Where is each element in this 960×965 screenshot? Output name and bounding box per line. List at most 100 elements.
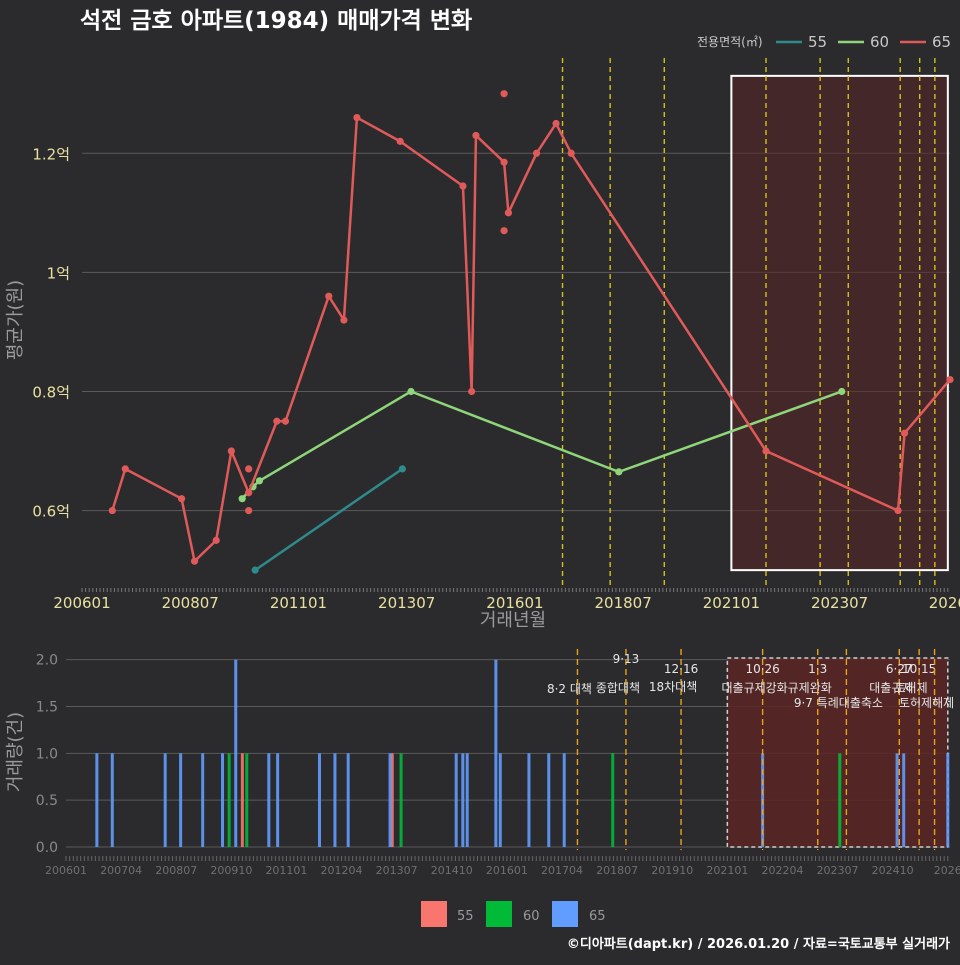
x-tick-label: 200807 (162, 594, 219, 612)
x-tick-label: 202307 (817, 864, 859, 877)
data-point-65 (227, 447, 235, 455)
y-tick-label: 1억 (47, 264, 70, 282)
x-tick-label: 201601 (486, 594, 543, 612)
data-point-65 (396, 137, 404, 145)
bar-65 (494, 659, 498, 847)
bar-65 (527, 753, 531, 847)
bar-55 (240, 753, 244, 847)
x-tick-label: 201807 (596, 864, 638, 877)
x-tick-label: 201807 (595, 594, 652, 612)
bottom-legend-label-60: 60 (523, 909, 540, 924)
x-tick-label: 2026 (929, 594, 960, 612)
bar-65 (221, 753, 225, 847)
x-tick-label: 200601 (45, 864, 87, 877)
x-tick-label: 2026 (934, 864, 960, 877)
series-line-55 (254, 467, 404, 572)
bar-65 (547, 753, 551, 847)
y-tick-label: 0.6억 (32, 503, 70, 521)
y-tick-label: 0.5 (36, 793, 58, 809)
data-point-65 (325, 292, 333, 300)
bar-65 (110, 753, 114, 847)
policy-date: 6·27 (886, 662, 913, 676)
data-point-65 (340, 316, 348, 324)
bar-65 (465, 753, 469, 847)
y-tick-label: 0.0 (36, 840, 58, 856)
policy-label: 종합대책 (596, 680, 640, 695)
legend-label-55: 55 (808, 33, 827, 51)
x-tick-label: 200910 (210, 864, 252, 877)
bar-65 (388, 753, 392, 847)
policy-label: 토허제해제 (899, 696, 954, 710)
bottom-legend-swatch-60 (486, 901, 512, 927)
data-point-65 (190, 557, 199, 565)
data-point-65 (894, 506, 902, 515)
bar-65 (318, 753, 322, 847)
bar-65 (179, 753, 183, 847)
highlight-box (730, 74, 949, 572)
data-point-65 (567, 149, 575, 157)
policy-date: 10·15 (902, 662, 936, 676)
x-tick-label: 201204 (321, 864, 363, 877)
data-point-65 (245, 465, 253, 473)
policy-date: 1·3 (808, 662, 827, 676)
policy-date: 12·16 (664, 662, 698, 676)
policy-label: 대출규제강화 (721, 681, 787, 695)
policy-date: 9·13 (613, 652, 640, 666)
volume-bar-chart: 0.0 0.5 1.0 1.5 2.0 8·2 대책 9·13 종합대책 12·16 18차대책 1… (36, 649, 960, 877)
top-x-axis-title: 거래년월 (480, 610, 546, 631)
data-point-65 (500, 90, 508, 98)
data-point-65 (946, 375, 954, 384)
bar-65 (346, 753, 350, 847)
bottom-legend: 55 60 65 (421, 901, 606, 927)
legend-label-60: 60 (870, 33, 889, 51)
data-point-60 (615, 468, 623, 476)
footer-credit: ©디아파트(dapt.kr) / 2026.01.20 / 자료=국토교통부 실… (567, 936, 950, 952)
data-point-65 (468, 387, 476, 396)
data-point-55 (398, 465, 406, 473)
data-point-65 (532, 149, 541, 157)
data-point-65 (121, 465, 129, 473)
data-point-65 (353, 113, 361, 122)
policy-label: 8·2 대책 (547, 681, 592, 696)
data-point-60 (407, 387, 415, 396)
bottom-y-axis-title: 거래량(건) (5, 712, 26, 792)
x-tick-label: 200601 (53, 594, 110, 612)
bar-65 (201, 753, 205, 847)
data-point-60 (838, 387, 846, 396)
bottom-legend-swatch-65 (552, 901, 578, 927)
x-tick-label: 202101 (703, 594, 760, 612)
bar-65 (267, 753, 271, 847)
x-tick-label: 201601 (486, 864, 528, 877)
policy-label: 대출규제 (869, 681, 913, 695)
bar-65 (163, 753, 167, 847)
bar-60 (227, 753, 231, 847)
bar-60 (611, 753, 615, 847)
data-point-65 (212, 536, 220, 544)
x-tick-label: 201410 (431, 864, 473, 877)
data-point-65 (281, 417, 290, 425)
data-point-55 (251, 566, 259, 574)
x-tick-label: 201307 (378, 594, 435, 612)
x-tick-label: 202307 (811, 594, 868, 612)
x-tick-label: 201910 (651, 864, 693, 877)
data-point-65 (552, 119, 560, 128)
y-tick-label: 1.0 (36, 746, 58, 762)
top-y-axis-title: 평균가(원) (5, 280, 26, 360)
data-point-65 (472, 131, 480, 140)
data-point-65 (245, 489, 253, 497)
data-point-65 (245, 506, 253, 515)
y-tick-label: 0.8억 (32, 383, 70, 401)
bar-65 (333, 753, 337, 847)
price-line-chart: 0.6억 0.8억 1억 1.2억 200601 200807 201101 201307 20… (32, 58, 960, 612)
policy-label: 18차대책 (649, 679, 697, 694)
data-point-65 (500, 158, 508, 166)
bottom-legend-swatch-55 (421, 901, 447, 927)
bar-65 (461, 753, 465, 847)
data-point-65 (459, 182, 467, 190)
bar-55 (390, 753, 394, 847)
policy-date: 10·26 (745, 662, 779, 676)
x-tick-label: 201101 (270, 594, 327, 612)
x-tick-label: 202410 (872, 864, 914, 877)
y-tick-label: 2.0 (36, 653, 58, 669)
policy-label: 토허제 (895, 681, 928, 695)
